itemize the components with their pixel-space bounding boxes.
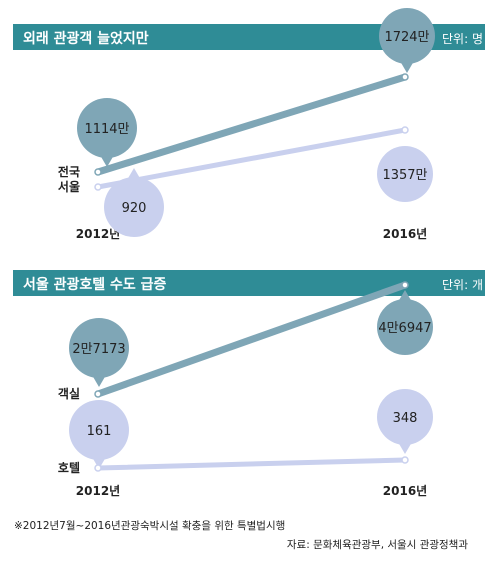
bubble [377,299,433,355]
source-note: 자료: 문화체육관광부, 서울시 관광정책과 [286,539,468,551]
bubble-pointer [398,290,412,302]
unit-label: 단위: 명 [442,32,483,46]
data-label: 161 [87,424,112,439]
bubble-pointer [100,155,114,167]
bubble-pointer [92,375,106,387]
unit-label: 단위: 개 [442,278,483,292]
bubble-pointer [92,457,106,469]
data-point [401,456,409,464]
x-tick-label: 2012년 [76,227,120,241]
data-label: 920 [122,201,147,216]
bubble [377,389,433,445]
data-label-bubble: 1114만 [77,98,137,167]
data-label-bubble: 348 [377,389,433,454]
bubble-pointer [400,61,414,73]
x-tick-label: 2012년 [76,484,120,498]
data-label-bubble: 161 [69,400,129,469]
series-label: 전국 [58,164,80,179]
series-line-객실 [94,281,409,398]
x-tick-label: 2016년 [383,484,427,498]
bubble [104,177,164,237]
bubble-pointer [127,168,141,180]
x-tick-label: 2016년 [383,227,427,241]
data-label: 1114만 [84,122,129,137]
data-label-bubble: 920 [104,168,164,237]
data-label: 4만6947 [378,321,431,336]
bubble [77,98,137,158]
data-label: 348 [393,411,418,426]
bubble [377,146,433,202]
bubble [379,8,435,64]
data-point [401,73,409,81]
data-label: 2만7173 [72,342,125,357]
chart-title-banner: 서울 관광호텔 수도 급증 단위: 개 [13,270,485,296]
chart-panel-tourists: 외래 관광객 늘었지만 단위: 명 2012년 2016년 전국 1114만 1724만… [0,0,490,260]
data-point [94,464,102,472]
series-line-전국 [94,73,409,176]
data-point [94,168,102,176]
bubble-pointer [398,442,412,454]
data-label: 1724만 [384,30,429,45]
data-point [401,126,409,134]
series-label: 호텔 [58,461,80,475]
series-label: 객실 [58,386,80,401]
series-line-호텔 [95,457,408,471]
data-point [94,390,102,398]
data-point [401,281,409,289]
hotels-line-chart: 2012년 2016년 객실 2만7173 4만6947 호텔 161 348 [58,281,433,498]
data-point [94,183,102,191]
data-label: 1357만 [382,168,427,183]
data-label-bubble: 2만7173 [69,318,129,387]
chart-panel-hotels: 서울 관광호텔 수도 급증 단위: 개 2012년 2016년 객실 2만7173 4만… [0,260,490,510]
data-label-bubble: 1724만 [379,8,435,73]
chart-title: 서울 관광호텔 수도 급증 [23,277,167,293]
data-label-bubble: 1357만 [377,146,433,202]
data-label-bubble: 4만6947 [377,290,433,355]
bubble [69,318,129,378]
chart-title: 외래 관광객 늘었지만 [23,31,149,47]
footnote: ※2012년7월~2016년관광숙박시설 확충을 위한 특별법시행 [14,520,286,532]
series-line-서울 [95,127,408,190]
series-label: 서울 [58,179,80,194]
bubble [69,400,129,460]
